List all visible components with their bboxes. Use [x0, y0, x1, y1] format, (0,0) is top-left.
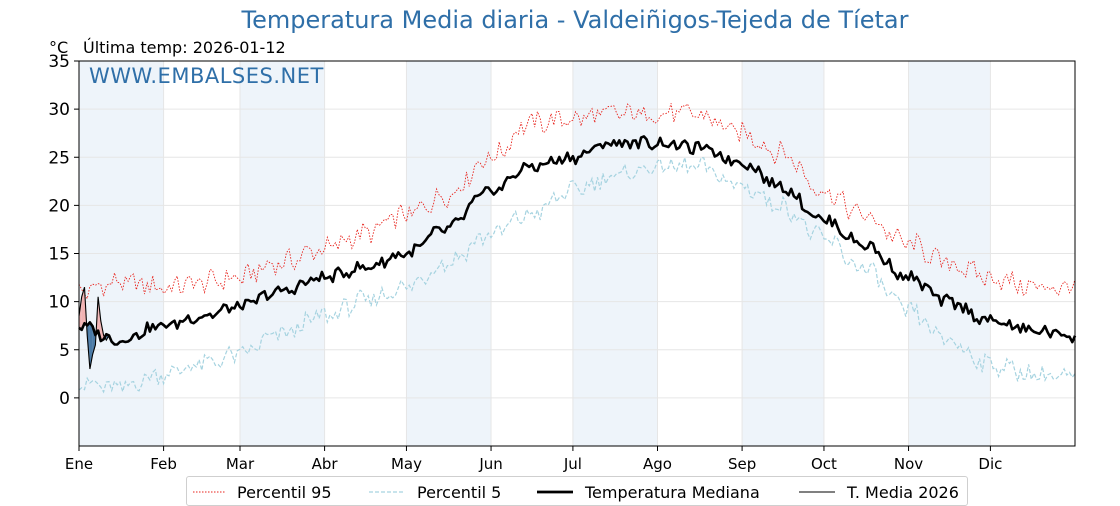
- x-tick-label: Feb: [150, 455, 177, 473]
- legend-label-p95: Percentil 95: [237, 482, 332, 502]
- last-temp-date: 2026-01-12: [192, 38, 286, 57]
- x-tick-label: Nov: [894, 455, 923, 473]
- series-line-t-media-2026: [78, 287, 110, 370]
- x-tick-label: Oct: [811, 455, 837, 473]
- x-axis-ticks: Ene Feb Mar Abr May Jun Jul Ago Sep Oct Nov Dic: [65, 446, 1002, 473]
- legend-swatch-year: [799, 491, 835, 493]
- x-tick-label: Jun: [478, 455, 502, 473]
- legend-item-p5: Percentil 5: [369, 481, 501, 503]
- y-tick-label: 15: [48, 245, 70, 265]
- watermark-text: WWW.EMBALSES.NET: [89, 64, 324, 88]
- legend-label-p5: Percentil 5: [417, 482, 502, 502]
- legend-swatch-p5: [369, 491, 405, 493]
- series-layer: [78, 103, 1077, 394]
- y-tick-label: 20: [48, 196, 70, 216]
- legend-label-median: Temperatura Mediana: [585, 482, 760, 502]
- x-tick-label: Jul: [563, 455, 582, 473]
- y-tick-label: 5: [59, 341, 70, 361]
- x-tick-label: Mar: [226, 455, 255, 473]
- y-tick-label: 25: [48, 148, 70, 168]
- x-tick-label: Ene: [65, 455, 93, 473]
- y-tick-label: 35: [48, 52, 70, 72]
- legend-swatch-p95: [193, 491, 225, 493]
- series-line-percentil-95: [78, 103, 1076, 300]
- legend-label-year: T. Media 2026: [847, 482, 959, 502]
- x-tick-label: May: [391, 455, 422, 473]
- y-tick-label: 30: [48, 100, 70, 120]
- legend: Percentil 95 Percentil 5 Temperatura Med…: [186, 476, 968, 506]
- x-tick-label: Sep: [728, 455, 756, 473]
- y-unit-label: °C: [49, 38, 69, 57]
- last-temp-info: Última temp: 2026-01-12: [83, 38, 286, 57]
- legend-item-year: T. Media 2026: [799, 481, 959, 503]
- last-temp-label: Última temp:: [83, 38, 188, 57]
- legend-item-median: Temperatura Mediana: [537, 481, 760, 503]
- x-tick-label: Dic: [978, 455, 1002, 473]
- series-line-temperatura-mediana: [78, 135, 1077, 346]
- anomaly-fill: [81, 287, 85, 330]
- y-axis-ticks: 0 5 10 15 20 25 30 35: [48, 52, 79, 409]
- y-tick-label: 10: [48, 293, 70, 313]
- x-tick-label: Abr: [312, 455, 339, 473]
- grid-lines: [78, 60, 1075, 446]
- legend-swatch-median: [537, 490, 573, 494]
- y-tick-label: 0: [59, 389, 70, 409]
- chart-title: Temperatura Media diaria - Valdeiñigos-T…: [241, 6, 909, 34]
- legend-item-p95: Percentil 95: [193, 481, 332, 503]
- x-tick-label: Ago: [643, 455, 672, 473]
